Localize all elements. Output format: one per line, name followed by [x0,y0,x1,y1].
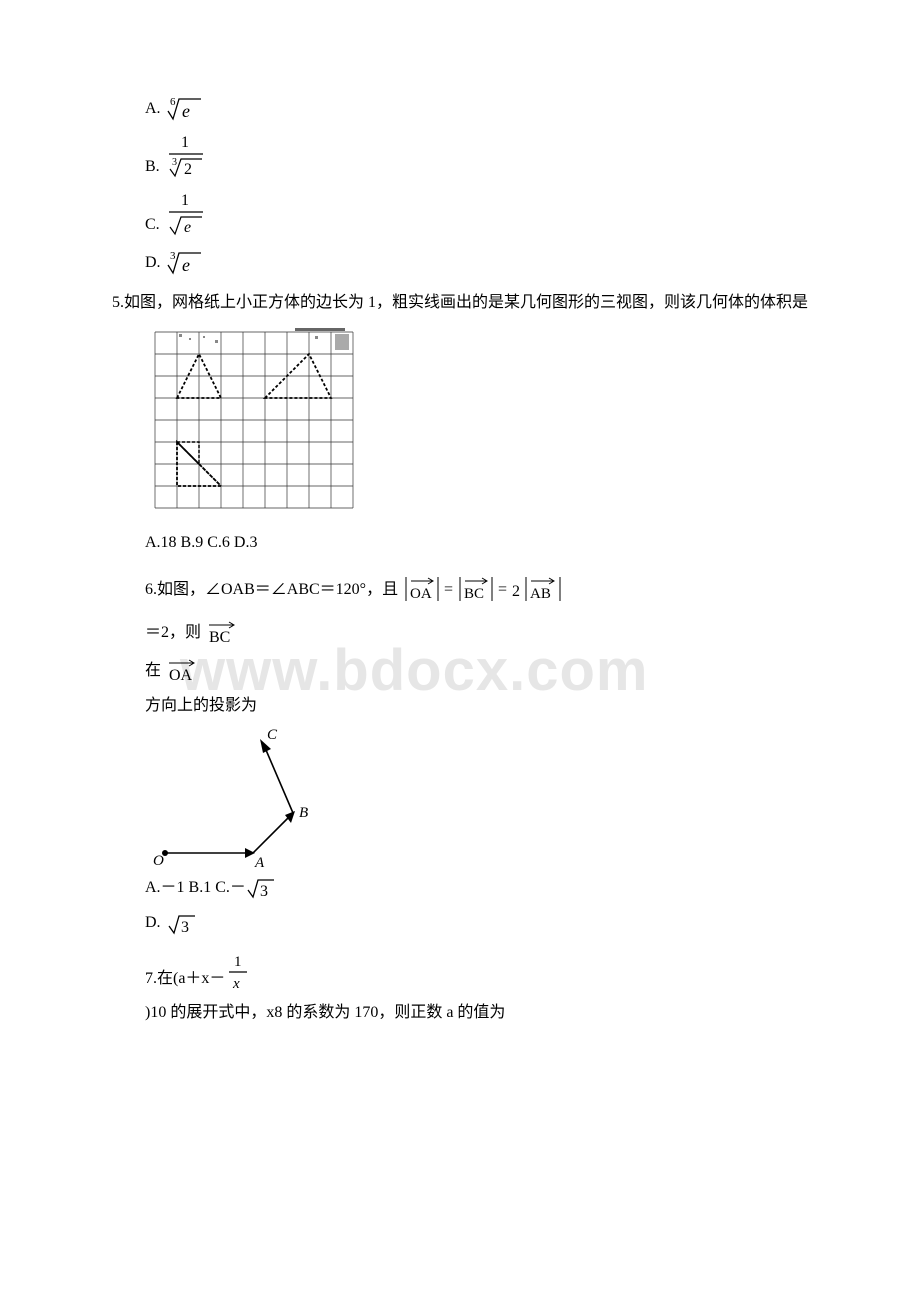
q6-line1: 6.如图，∠OAB＝∠ABC＝120°，且 [145,577,398,603]
q6-projection-text: 方向上的投影为 [145,693,860,719]
root-index: 6 [170,96,176,108]
option-label: B. [145,154,160,180]
q5-text: 5.如图，网格纸上小正方体的边长为 1，粗实线画出的是某几何图形的三视图，则该几… [80,290,860,316]
q4-option-a: A. 6 e [145,94,860,122]
q7-line2: )10 的展开式中，x8 的系数为 170，则正数 a 的值为 [145,1000,860,1026]
math-expr-icon: 3 e [167,248,203,276]
root-index: 3 [170,250,176,262]
numerator: 1 [181,192,189,209]
q6-zai: 在 [145,658,161,684]
svg-text:=: = [498,581,507,598]
svg-text:C: C [267,727,278,743]
q4-option-d: D. 3 e [145,248,860,276]
option-label: D. [145,250,161,276]
sqrt3-icon: 3 [167,912,197,936]
svg-text:B: B [299,805,308,821]
q7-line1: 7.在(a＋x－ [145,966,225,992]
radicand: e [182,255,190,275]
root-index: 3 [172,157,177,168]
frac-1-over-x-icon: 1 x [227,952,249,992]
q4-option-c: C. 1 e [145,190,860,238]
option-label: C. [145,212,160,238]
sqrt3-icon: 3 [246,876,276,900]
vector-oa-icon: OA [165,657,201,685]
svg-text:=: = [444,581,453,598]
svg-text:OA: OA [410,586,432,602]
math-expr-icon: 1 e [166,190,206,238]
q5-grid-figure [145,322,860,522]
q6-diagram: O A B C [145,725,860,875]
svg-text:AB: AB [530,586,551,602]
svg-text:3: 3 [181,919,189,936]
radicand: e [184,219,191,236]
math-expr-icon: 1 3 2 [166,132,206,180]
svg-text:O: O [153,853,164,869]
numerator: 1 [181,134,189,151]
radicand: 2 [184,161,192,178]
svg-text:2: 2 [512,583,520,600]
q6-equals2: ＝2，则 [145,620,201,646]
svg-text:3: 3 [260,883,268,900]
svg-text:BC: BC [209,629,230,646]
math-expr-icon: 6 e [167,94,203,122]
q4-option-b: B. 1 3 2 [145,132,860,180]
q6-answer-d-label: D. [145,910,161,936]
svg-text:BC: BC [464,586,484,602]
radicand: e [182,101,190,121]
vector-bc-icon: BC [205,619,241,647]
svg-text:x: x [232,976,240,992]
q6-answers-abc: A.－1 B.1 C.－ [145,875,246,901]
option-label: A. [145,96,161,122]
q5-answers: A.18 B.9 C.6 D.3 [145,530,860,556]
svg-text:1: 1 [234,954,242,970]
svg-text:A: A [254,855,265,871]
vector-equation-icon: OA = BC = 2 AB [402,573,602,607]
svg-text:OA: OA [169,667,193,684]
